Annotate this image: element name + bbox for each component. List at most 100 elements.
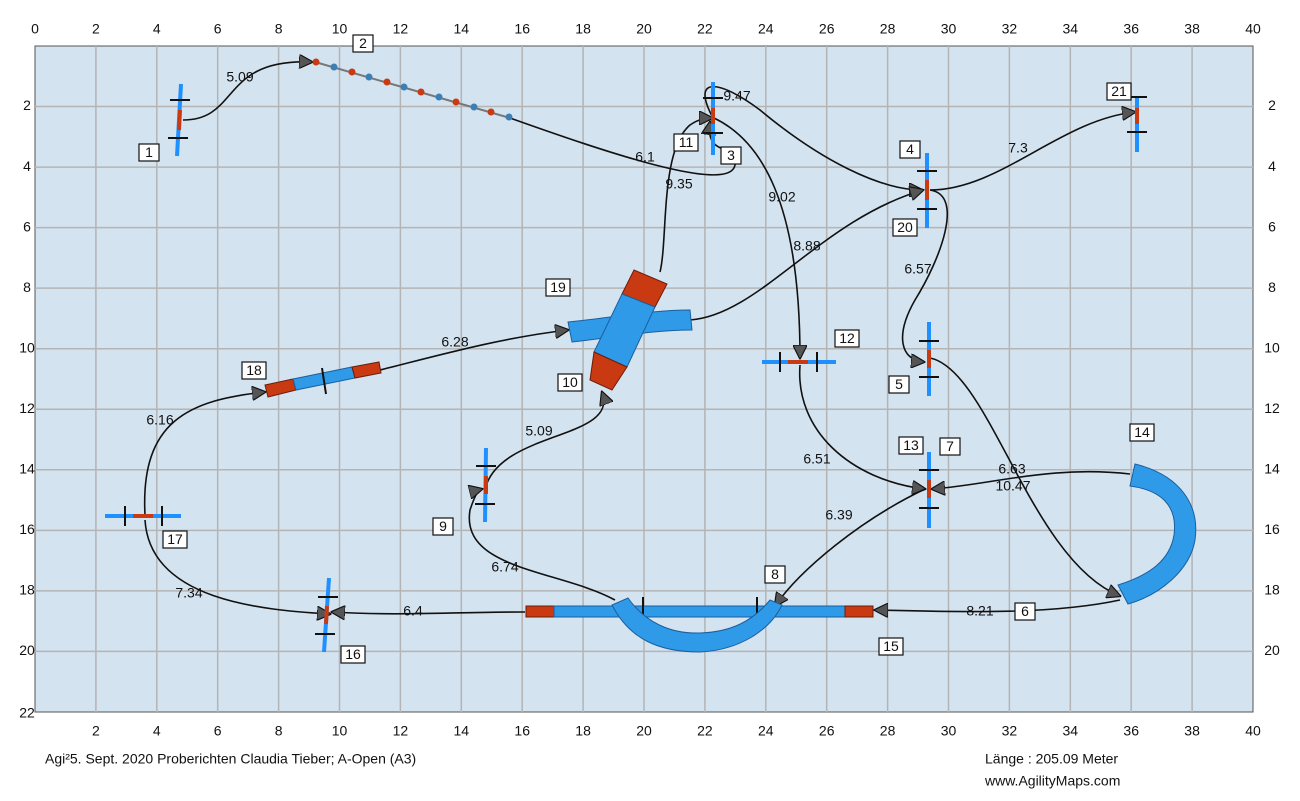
obstacle-box xyxy=(432,517,454,536)
distance-label: 6.57 xyxy=(904,261,931,277)
x-tick-label: 18 xyxy=(575,723,591,739)
x-tick-label: 22 xyxy=(697,21,713,37)
distance-label: 5.09 xyxy=(525,423,552,439)
y-tick-label: 16 xyxy=(19,521,35,537)
x-tick-label: 2 xyxy=(92,723,100,739)
distance-label: 6.1 xyxy=(635,149,655,165)
obstacle-number: 5 xyxy=(895,376,903,392)
distance-label: 6.74 xyxy=(491,559,518,575)
obstacle-number: 12 xyxy=(839,330,855,346)
y-tick-label: 12 xyxy=(19,400,35,416)
distance-label: 6.16 xyxy=(146,412,173,428)
y-tick-label: 8 xyxy=(23,279,31,295)
x-tick-label: 24 xyxy=(758,723,774,739)
x-tick-label: 10 xyxy=(332,723,348,739)
x-tick-label: 34 xyxy=(1063,723,1079,739)
tunnel-8 xyxy=(611,597,783,653)
x-tick-label: 34 xyxy=(1063,21,1079,37)
x-tick-label: 36 xyxy=(1123,723,1139,739)
x-tick-label: 30 xyxy=(941,21,957,37)
obstacle-number: 11 xyxy=(679,134,694,150)
long-jump xyxy=(264,361,382,398)
x-tick-label: 12 xyxy=(393,723,409,739)
x-tick-label: 26 xyxy=(819,21,835,37)
y-tick-label: 18 xyxy=(1264,582,1280,598)
obstacle-box xyxy=(720,146,742,165)
obstacle-box xyxy=(138,143,160,162)
obstacle-number: 17 xyxy=(167,531,183,547)
distance-label: 5.09 xyxy=(226,69,253,85)
obstacle-number: 6 xyxy=(1021,603,1029,619)
x-tick-label: 6 xyxy=(214,723,222,739)
distance-label: 6.63 xyxy=(998,461,1025,477)
x-tick-label: 4 xyxy=(153,723,161,739)
x-tick-label: 22 xyxy=(697,723,713,739)
obstacle-number: 21 xyxy=(1111,83,1127,99)
distance-label: 7.34 xyxy=(175,585,202,601)
obstacle-box xyxy=(673,133,699,152)
distance-label: 6.51 xyxy=(803,451,830,467)
obstacle-box xyxy=(241,361,267,380)
distance-label: 6.4 xyxy=(403,603,423,619)
a-frame xyxy=(589,269,668,391)
obstacle-number: 3 xyxy=(727,147,735,163)
distance-label: 10.47 xyxy=(995,478,1030,494)
distance-label: 9.35 xyxy=(665,176,692,192)
obstacle-box xyxy=(834,329,860,348)
obstacle-number: 15 xyxy=(883,638,899,654)
obstacle-number: 14 xyxy=(1134,424,1150,440)
x-tick-label: 14 xyxy=(454,21,470,37)
x-tick-label: 24 xyxy=(758,21,774,37)
distance-label: 8.21 xyxy=(966,603,993,619)
obstacle-number: 16 xyxy=(345,646,361,662)
x-tick-label: 40 xyxy=(1245,723,1261,739)
y-tick-label: 6 xyxy=(1268,218,1276,234)
x-tick-label: 18 xyxy=(575,21,591,37)
tunnel-14 xyxy=(1117,463,1197,605)
obstacle-number: 20 xyxy=(897,219,913,235)
obstacle-box xyxy=(892,218,918,237)
obstacle-number: 7 xyxy=(946,438,954,454)
obstacle-box xyxy=(764,565,786,584)
y-tick-label: 10 xyxy=(19,339,35,355)
y-tick-label: 20 xyxy=(19,642,35,658)
x-tick-label: 28 xyxy=(880,723,896,739)
x-tick-label: 20 xyxy=(636,21,652,37)
obstacle-number: 18 xyxy=(246,362,262,378)
x-tick-label: 2 xyxy=(92,21,100,37)
y-tick-label: 14 xyxy=(19,460,35,476)
x-tick-label: 20 xyxy=(636,723,652,739)
x-tick-label: 14 xyxy=(454,723,470,739)
distance-label: 9.47 xyxy=(723,88,750,104)
obstacle-box xyxy=(352,34,374,53)
obstacle-box xyxy=(898,436,924,455)
y-tick-label: 10 xyxy=(1264,339,1280,355)
obstacle-number: 8 xyxy=(771,566,779,582)
distance-label: 8.88 xyxy=(793,238,820,254)
distance-label: 9.02 xyxy=(768,189,795,205)
obstacle-number: 13 xyxy=(903,437,919,453)
obstacle-box xyxy=(162,530,188,549)
y-tick-label: 2 xyxy=(1268,97,1276,113)
distance-label: 7.3 xyxy=(1008,140,1028,156)
x-tick-label: 26 xyxy=(819,723,835,739)
x-tick-label: 4 xyxy=(153,21,161,37)
y-tick-label: 8 xyxy=(1268,279,1276,295)
labels: 123 4567891011121314151617181920215.096.1… xyxy=(138,34,1155,664)
x-tick-label: 38 xyxy=(1184,723,1200,739)
distance-label: 6.39 xyxy=(825,507,852,523)
obstacle-box xyxy=(1106,82,1132,101)
obstacle-number: 9 xyxy=(439,518,447,534)
y-tick-label: 4 xyxy=(1268,158,1276,174)
y-tick-label: 4 xyxy=(23,158,31,174)
course-length: Länge : 205.09 Meter xyxy=(985,751,1118,767)
x-tick-label: 6 xyxy=(214,21,222,37)
x-tick-label: 40 xyxy=(1245,21,1261,37)
x-tick-label: 0 xyxy=(31,21,39,37)
obstacle-number: 1 xyxy=(145,144,153,160)
course-info: Agi²5. Sept. 2020 Proberichten Claudia T… xyxy=(45,751,416,767)
y-tick-label: 2 xyxy=(23,97,31,113)
obstacle-box xyxy=(1129,423,1155,442)
x-tick-label: 32 xyxy=(1002,723,1018,739)
obstacle-number: 4 xyxy=(906,141,914,157)
